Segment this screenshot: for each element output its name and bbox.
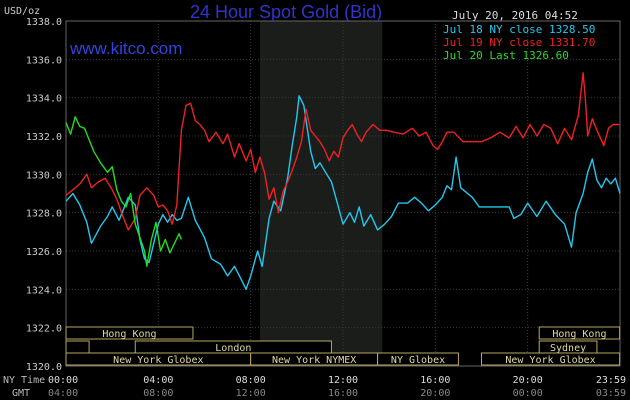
ny-time-tick: 08:00 <box>236 375 266 386</box>
chart-title: 24 Hour Spot Gold (Bid) <box>190 2 382 22</box>
ny-time-tick: 20:00 <box>513 375 543 386</box>
session-label: Hong Kong <box>552 329 606 340</box>
y-tick-label: 1330.0 <box>26 170 62 181</box>
timestamp: July 20, 2016 04:52 <box>452 9 578 22</box>
session-band <box>538 326 621 340</box>
y-unit-label: USD/oz <box>4 6 40 17</box>
session-band <box>65 326 194 340</box>
session-label: Hong Kong <box>102 329 156 340</box>
session-label: New York Globex <box>505 355 595 366</box>
y-axis-ticks: 1320.0 1322.0 1324.0 1326.0 1328.0 1330.0 1332… <box>26 17 62 373</box>
legend-item-jul18: Jul 18 NY close 1328.50 <box>443 23 595 36</box>
legend-item-jul19: Jul 19 NY close 1331.70 <box>443 36 595 49</box>
series-line-2 <box>65 116 183 267</box>
session-label: NY Globex <box>391 355 445 366</box>
ny-time-tick: 12:00 <box>328 375 358 386</box>
y-tick-label: 1334.0 <box>26 94 62 105</box>
session-band <box>65 340 90 354</box>
y-tick-label: 1328.0 <box>26 209 62 220</box>
session-band <box>377 352 459 366</box>
legend: Jul 18 NY close 1328.50 Jul 19 NY close … <box>443 23 595 62</box>
ny-time-label: NY Time <box>3 375 45 386</box>
session-band <box>481 352 621 366</box>
series-layer <box>65 72 621 290</box>
y-tick-label: 1320.0 <box>26 362 62 373</box>
y-tick-label: 1326.0 <box>26 247 62 258</box>
session-label: London <box>215 343 251 354</box>
series-line-1 <box>65 72 620 231</box>
gmt-time-tick: 04:00 <box>48 388 78 399</box>
session-label: New York Globex <box>113 355 203 366</box>
gmt-time-tick: 16:00 <box>328 388 358 399</box>
ny-time-tick: 00:00 <box>48 375 78 386</box>
x-axis-ticks: 00:00 04:00 04:00 08:00 08:00 12:00 12:00 16:00… <box>48 375 626 399</box>
gmt-time-tick: 08:00 <box>143 388 173 399</box>
y-tick-label: 1322.0 <box>26 324 62 335</box>
y-tick-label: 1324.0 <box>26 285 62 296</box>
website-label: www.kitco.com <box>69 39 182 58</box>
gmt-time-tick: 20:00 <box>420 388 450 399</box>
session-label: New York NYMEX <box>272 355 356 366</box>
ny-time-tick: 04:00 <box>143 375 173 386</box>
y-tick-label: 1336.0 <box>26 55 62 66</box>
legend-item-jul20: Jul 20 Last 1326.60 <box>443 49 569 62</box>
gmt-label: GMT <box>12 388 30 399</box>
series-line-0 <box>65 95 621 290</box>
ny-time-tick: 16:00 <box>420 375 450 386</box>
y-tick-label: 1338.0 <box>26 17 62 28</box>
gmt-time-tick: 03:59 <box>596 388 626 399</box>
gmt-time-tick: 12:00 <box>236 388 266 399</box>
ny-time-tick: 23:59 <box>596 375 626 386</box>
session-label: Sydney <box>550 343 586 354</box>
y-tick-label: 1332.0 <box>26 132 62 143</box>
nymex-highlight-band <box>259 21 383 366</box>
gmt-time-tick: 00:00 <box>513 388 543 399</box>
